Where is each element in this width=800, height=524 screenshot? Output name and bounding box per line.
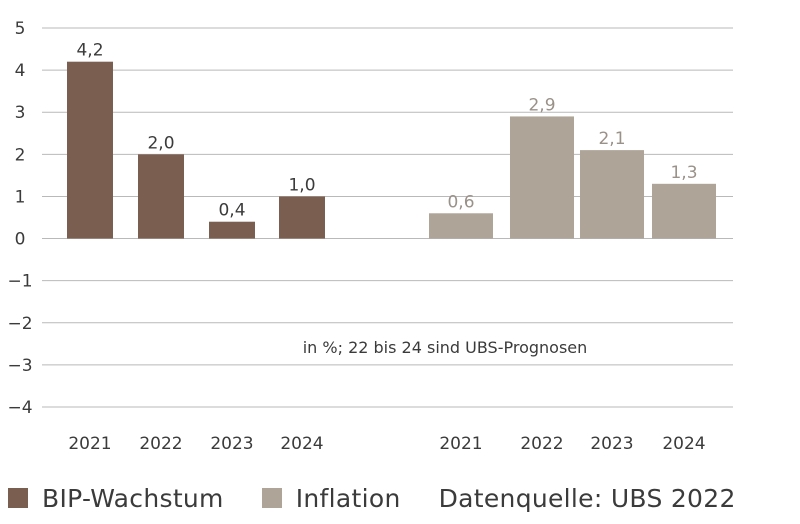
legend-item-inflation: Inflation (261, 483, 401, 513)
x-tick-label: 2022 (520, 434, 563, 454)
y-tick-label: −4 (7, 398, 32, 418)
bar-inflation-2021 (429, 213, 493, 239)
bar-inflation-2023 (580, 150, 644, 239)
legend-label-bip: BIP-Wachstum (42, 483, 224, 513)
legend-label-inflation: Inflation (295, 483, 401, 513)
x-tick-label: 2022 (139, 434, 182, 454)
bar-inflation-2024 (652, 183, 716, 239)
x-tick-label: 2024 (280, 434, 323, 454)
y-tick-label: 4 (15, 61, 26, 81)
data-label: 0,6 (447, 192, 474, 212)
bars: 4,2 2,0 0,4 1,0 0,6 2,9 2,1 1,3 (67, 41, 716, 239)
bar-bip-2024 (279, 196, 325, 239)
x-tick-label: 2023 (590, 434, 633, 454)
bar-inflation-2022 (510, 116, 574, 239)
bar-bip-2023 (209, 221, 255, 239)
data-label: 2,9 (528, 95, 555, 115)
legend-swatch-inflation (261, 488, 282, 508)
y-axis: 5 4 3 2 1 0 −1 −2 −3 −4 (7, 19, 32, 418)
legend-source: Datenquelle: UBS 2022 (439, 484, 736, 513)
legend-swatch-bip (8, 488, 28, 508)
chart-annotation: in %; 22 bis 24 sind UBS-Prognosen (303, 338, 588, 357)
y-tick-label: 3 (15, 103, 26, 123)
x-axis: 2021 2022 2023 2024 2021 2022 2023 2024 (68, 434, 705, 454)
y-tick-label: −1 (7, 272, 32, 292)
y-tick-label: 0 (15, 230, 26, 250)
data-label: 1,0 (288, 175, 315, 195)
y-tick-label: 5 (15, 19, 26, 39)
y-tick-label: 2 (15, 145, 26, 165)
y-tick-label: −3 (7, 356, 32, 376)
legend-item-bip: BIP-Wachstum (8, 484, 224, 513)
bar-bip-2022 (138, 154, 184, 239)
bar-bip-2021 (67, 61, 113, 239)
x-tick-label: 2021 (68, 434, 111, 454)
data-label: 4,2 (76, 41, 103, 61)
data-label: 0,4 (218, 201, 245, 221)
source-text: Datenquelle: UBS 2022 (438, 483, 736, 513)
x-tick-label: 2024 (662, 434, 705, 454)
data-label: 2,1 (598, 129, 625, 149)
legend: BIP-Wachstum Inflation Datenquelle: UBS … (8, 480, 774, 516)
data-label: 1,3 (670, 163, 697, 183)
y-tick-label: −2 (7, 314, 32, 334)
y-tick-label: 1 (15, 187, 26, 207)
data-label: 2,0 (147, 133, 174, 153)
x-tick-label: 2021 (439, 434, 482, 454)
x-tick-label: 2023 (210, 434, 253, 454)
